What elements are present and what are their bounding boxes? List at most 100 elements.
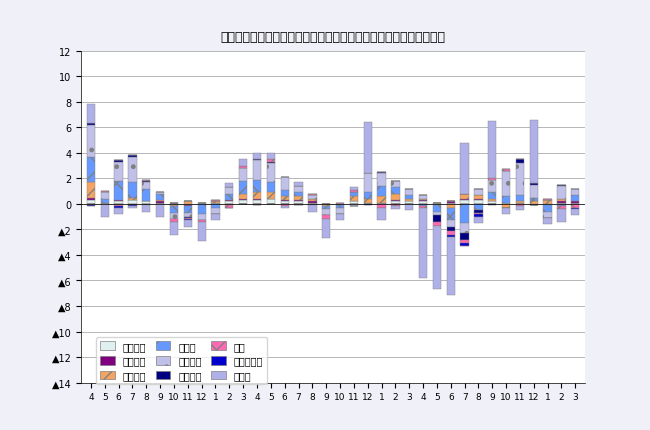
Bar — [378, 208, 385, 221]
Bar — [128, 156, 136, 157]
Bar — [170, 222, 178, 235]
Bar — [322, 216, 330, 220]
Bar — [474, 204, 482, 211]
Bar — [502, 208, 510, 215]
Bar — [198, 221, 206, 222]
Bar — [142, 206, 150, 212]
Bar — [488, 202, 497, 204]
Bar — [447, 231, 455, 235]
Bar — [142, 204, 150, 206]
Bar — [488, 179, 497, 180]
Bar — [170, 207, 178, 213]
Bar — [350, 204, 358, 207]
Bar — [530, 185, 538, 198]
Bar — [253, 200, 261, 204]
Bar — [225, 184, 233, 188]
Bar — [114, 207, 123, 208]
Bar — [460, 244, 469, 246]
Bar — [557, 185, 566, 187]
Bar — [419, 200, 427, 202]
Bar — [170, 203, 178, 204]
Bar — [253, 160, 261, 161]
Bar — [460, 233, 469, 240]
Bar — [184, 207, 192, 213]
Bar — [502, 203, 510, 204]
Bar — [488, 180, 497, 193]
Bar — [474, 211, 482, 213]
Bar — [198, 203, 206, 204]
Bar — [114, 208, 123, 215]
Bar — [433, 206, 441, 212]
Bar — [543, 200, 552, 204]
Bar — [419, 204, 427, 207]
Bar — [266, 200, 275, 204]
Bar — [363, 193, 372, 200]
Bar — [266, 154, 275, 160]
Bar — [447, 227, 455, 231]
Bar — [156, 204, 164, 217]
Bar — [114, 200, 123, 202]
Bar — [516, 160, 524, 164]
Bar — [350, 190, 358, 193]
Bar — [322, 207, 330, 209]
Bar — [239, 200, 247, 204]
Bar — [336, 206, 344, 208]
Bar — [460, 200, 469, 204]
Bar — [308, 203, 317, 204]
Bar — [114, 204, 123, 206]
Bar — [571, 209, 579, 216]
Bar — [405, 200, 413, 202]
Bar — [391, 207, 400, 209]
Bar — [419, 208, 427, 278]
Bar — [266, 183, 275, 193]
Bar — [405, 204, 413, 211]
Bar — [474, 196, 482, 200]
Bar — [253, 154, 261, 160]
Bar — [530, 120, 538, 184]
Bar — [294, 204, 303, 206]
Bar — [128, 206, 136, 207]
Bar — [128, 183, 136, 198]
Bar — [391, 194, 400, 200]
Bar — [474, 200, 482, 204]
Bar — [447, 208, 455, 221]
Bar — [156, 200, 164, 202]
Bar — [322, 209, 330, 216]
Bar — [336, 215, 344, 221]
Bar — [419, 202, 427, 204]
Bar — [142, 189, 150, 202]
Bar — [378, 197, 385, 203]
Bar — [294, 183, 303, 187]
Bar — [128, 198, 136, 200]
Bar — [211, 208, 220, 215]
Bar — [405, 196, 413, 200]
Bar — [198, 204, 206, 215]
Bar — [170, 204, 178, 206]
Bar — [460, 240, 469, 244]
Bar — [156, 194, 164, 200]
Bar — [460, 143, 469, 194]
Bar — [114, 161, 123, 163]
Bar — [87, 105, 95, 124]
Bar — [211, 204, 220, 208]
Bar — [253, 204, 261, 206]
Bar — [239, 160, 247, 166]
Bar — [350, 197, 358, 202]
Bar — [308, 194, 317, 196]
Bar — [543, 206, 552, 212]
Bar — [516, 203, 524, 204]
Bar — [488, 122, 497, 179]
Bar — [557, 209, 566, 222]
Bar — [543, 218, 552, 225]
Bar — [128, 200, 136, 204]
Bar — [378, 172, 385, 174]
Bar — [87, 206, 95, 207]
Bar — [184, 221, 192, 227]
Bar — [557, 207, 566, 209]
Bar — [101, 204, 109, 217]
Bar — [184, 218, 192, 220]
Bar — [378, 203, 385, 204]
Bar — [266, 163, 275, 164]
Bar — [516, 204, 524, 207]
Bar — [378, 187, 385, 197]
